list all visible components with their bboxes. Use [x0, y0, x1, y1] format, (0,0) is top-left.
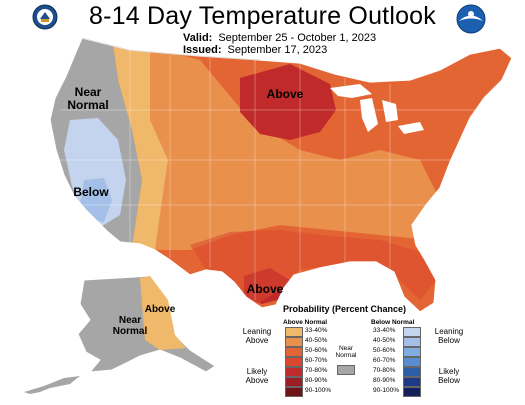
above-alaska-label: Above	[144, 304, 176, 315]
near-normal-alaska-label: Near Normal	[112, 315, 148, 337]
legend-below-swatch	[403, 387, 421, 397]
issued-label: Issued:	[183, 44, 222, 56]
legend-above-swatch	[285, 377, 303, 387]
legend-above-range: 50-60%	[305, 347, 328, 354]
legend-likely-below: Likely Below	[438, 367, 460, 385]
legend-above-header: Above Normal	[283, 319, 328, 326]
legend-below-range: 70-80%	[373, 367, 396, 374]
legend-above-swatch	[285, 347, 303, 357]
legend-near-normal-swatch	[337, 365, 355, 375]
legend-below-range: 80-90%	[373, 377, 396, 384]
legend-near-normal-label: Near Normal	[335, 345, 357, 359]
below-west-label: Below	[73, 185, 109, 199]
issued-value: September 17, 2023	[227, 44, 328, 56]
legend-below-swatch	[403, 347, 421, 357]
legend-below-range: 90-100%	[373, 387, 400, 394]
legend-below-range: 33-40%	[373, 327, 396, 334]
valid-value: September 25 - October 1, 2023	[218, 32, 377, 44]
legend-leaning-below: Leaning Below	[434, 327, 464, 345]
legend-above-swatch	[285, 357, 303, 367]
legend-above-range: 40-50%	[305, 337, 328, 344]
legend-above-swatch	[285, 387, 303, 397]
legend-below-swatch	[403, 367, 421, 377]
legend-above-range: 33-40%	[305, 327, 328, 334]
legend-below-range: 60-70%	[373, 357, 396, 364]
legend-above-swatch	[285, 337, 303, 347]
above-north-label: Above	[266, 87, 304, 101]
legend-above-range: 80-90%	[305, 377, 328, 384]
legend-above-range: 60-70%	[305, 357, 328, 364]
legend-above-swatch	[285, 367, 303, 377]
legend-above-swatch	[285, 327, 303, 337]
legend: Probability (Percent Chance) Above Norma…	[243, 301, 463, 401]
legend-below-swatch	[403, 337, 421, 347]
valid-dates: Valid: September 25 - October 1, 2023	[183, 32, 376, 44]
noaa-logo-icon	[456, 4, 486, 34]
legend-below-header: Below Normal	[371, 319, 415, 326]
legend-below-range: 50-60%	[373, 347, 396, 354]
map-title: 8-14 Day Temperature Outlook	[89, 2, 436, 30]
above-texas-label: Above	[246, 282, 284, 296]
legend-below-swatch	[403, 327, 421, 337]
legend-above-range: 90-100%	[305, 387, 332, 394]
department-of-commerce-seal-icon	[32, 4, 58, 30]
legend-below-range: 40-50%	[373, 337, 396, 344]
legend-above-range: 70-80%	[305, 367, 328, 374]
valid-label: Valid:	[183, 32, 213, 44]
issued-date: Issued: September 17, 2023	[183, 44, 327, 56]
near-normal-west-label: Near Normal	[67, 85, 109, 112]
legend-title: Probability (Percent Chance)	[283, 304, 407, 314]
legend-likely-above: Likely Above	[245, 367, 269, 385]
legend-below-swatch	[403, 357, 421, 367]
legend-below-swatch	[403, 377, 421, 387]
legend-leaning-above: Leaning Above	[242, 327, 272, 345]
